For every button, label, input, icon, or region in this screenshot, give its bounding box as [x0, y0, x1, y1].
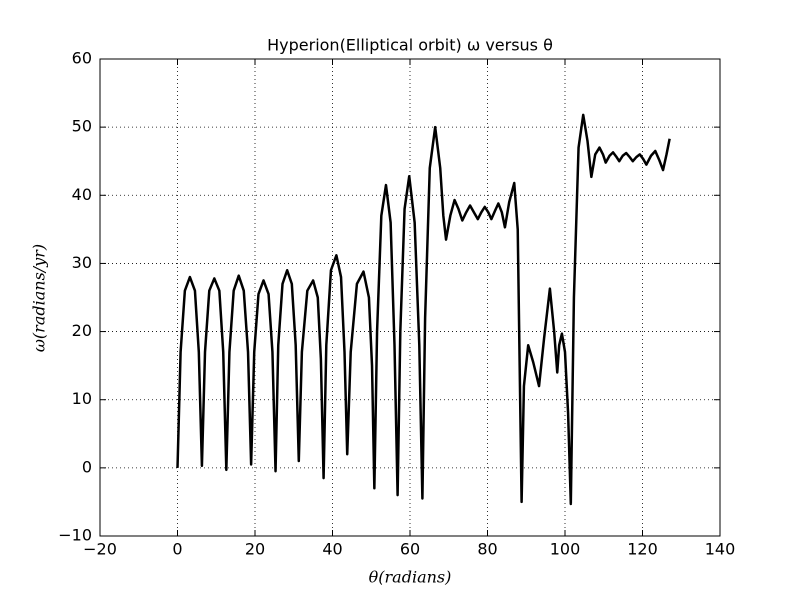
- y-tick-label: 30: [72, 253, 92, 272]
- x-tick-label: 0: [172, 540, 182, 559]
- y-tick-label: 20: [72, 321, 92, 340]
- y-tick-label: 50: [72, 117, 92, 136]
- chart-title: Hyperion(Elliptical orbit) ω versus θ: [267, 36, 553, 55]
- y-tick-label: 0: [82, 457, 92, 476]
- y-tick-label: −10: [58, 526, 92, 545]
- x-tick-label: 20: [245, 540, 265, 559]
- y-tick-label: 40: [72, 185, 92, 204]
- x-tick-label: 140: [705, 540, 736, 559]
- x-tick-label: 120: [627, 540, 658, 559]
- y-axis-label: ω(radians/yr): [30, 244, 49, 352]
- x-tick-label: 80: [477, 540, 497, 559]
- data-line: [176, 113, 671, 506]
- x-tick-label: 100: [550, 540, 581, 559]
- x-tick-label: 40: [322, 540, 342, 559]
- y-tick-label: 10: [72, 389, 92, 408]
- x-axis-label: θ(radians): [369, 568, 452, 587]
- x-tick-label: −20: [83, 540, 117, 559]
- y-tick-label: 60: [72, 49, 92, 68]
- x-tick-label: 60: [400, 540, 420, 559]
- plot-frame: [99, 58, 721, 537]
